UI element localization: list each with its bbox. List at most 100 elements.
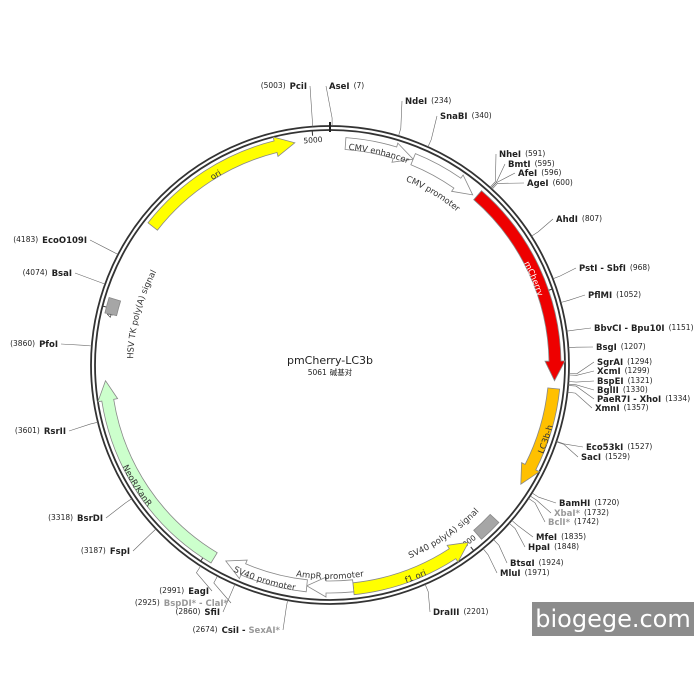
site-label: BclI* (1742) [548,517,599,528]
site-leader [568,383,595,391]
site-leader [560,294,586,303]
site-leader [568,380,595,383]
site-leader [568,361,595,375]
site-name: PfoI [39,340,58,350]
site-leader [74,272,106,285]
site-position: (2860) [175,607,200,616]
site-position: (600) [553,178,573,187]
site-leader [552,267,577,280]
site-leader [568,370,595,376]
site-label: HpaI (1848) [528,542,579,553]
site-position: (1357) [624,403,649,412]
site-name: EagI [188,587,209,597]
site-position: (1207) [621,342,646,351]
site-leader [511,520,534,538]
site-name: SgrAI [597,358,623,368]
site-name: FspI [110,547,130,557]
site-leader [567,391,593,409]
site-name: AseI [329,82,350,92]
site-position: (3318) [48,513,73,522]
site-leader [566,327,592,332]
site-label: (2674) CsiI - SexAI* [193,625,281,636]
site-label: SnaBI (340) [440,111,492,122]
feature-label: ori [209,168,224,182]
site-position: (234) [431,96,451,105]
site-label: (2991) EagI [159,586,209,597]
site-name: MfeI [536,533,557,543]
site-position: (4183) [13,235,38,244]
site-leader [529,495,552,514]
site-leader [493,539,508,564]
site-leader [531,492,557,504]
plasmid-name: pmCherry-LC3b [287,354,373,367]
site-leader [89,239,119,255]
site-name: RsrII [44,427,66,437]
site-leader [309,85,314,127]
site-position: (3601) [15,426,40,435]
feature-arrow [473,513,500,540]
site-label: (3187) FspI [81,546,130,557]
site-label: (2860) SfiI [175,607,220,618]
site-position: (2201) [463,607,488,616]
site-label: PflMI (1052) [588,290,641,301]
site-name: BsaI [52,269,72,279]
site-label: (2925) BspDI* - ClaI* [135,598,229,609]
site-position: (1529) [605,452,630,461]
site-position: (591) [525,149,545,158]
site-label: BsgI (1207) [596,342,646,353]
site-leader [556,441,584,448]
site-label: (3860) PfoI [10,339,58,350]
size-number: 5061 [308,368,327,377]
site-label: XcmI (1299) [597,366,650,377]
site-label: MfeI (1835) [536,532,586,543]
site-position: (595) [535,159,555,168]
site-position: (1330) [623,385,648,394]
site-position: (1321) [628,376,653,385]
site-name: AhdI [556,215,578,225]
site-name: PciI [290,82,307,92]
site-position: (807) [582,214,602,223]
site-leader [105,498,132,519]
site-position: (1835) [561,532,586,541]
site-leader [490,163,506,189]
site-leader [491,182,525,190]
site-leader [482,548,498,574]
site-position: (340) [472,111,492,120]
site-name: NdeI [405,97,427,107]
site-position: (1334) [665,394,690,403]
site-position: (1052) [616,290,641,299]
site-position: (968) [630,263,650,272]
site-position: (1294) [627,357,652,366]
size-unit: 碱基对 [330,367,353,377]
site-label: (3318) BsrDI [48,513,103,524]
site-leader [568,385,595,400]
scale-tick [470,546,475,552]
site-name: BsrDI [77,514,103,524]
site-position: (4074) [23,268,48,277]
feature-arrow [410,153,474,196]
site-name: BclI* [548,518,571,528]
site-name: XbaI* [554,509,581,519]
feature-arrow [473,190,566,382]
site-leader [132,528,157,552]
site-leader [325,85,333,126]
site-position: (1151) [669,323,694,332]
site-name: BbvCI - Bpu10I [594,324,665,334]
site-leader [222,584,236,613]
site-name: CsiI - [222,626,249,636]
site-name: PstI - SbfI [579,264,626,274]
site-name: Eco53kI [586,443,623,453]
site-label: (3601) RsrII [15,426,66,437]
site-name: SacI [581,453,601,463]
site-label: PaeR7I - XhoI (1334) [597,394,690,405]
site-name: MluI [500,569,521,579]
site-position: (2925) [135,598,160,607]
feature-arrow [305,576,355,598]
site-label: BbvCI - Bpu10I (1151) [594,323,694,334]
site-position: (1299) [625,366,650,375]
site-leader [556,441,579,458]
feature-label: HSV TK poly(A) signal [126,268,159,359]
site-label: MluI (1971) [500,568,550,579]
site-name: XmnI [595,404,620,414]
